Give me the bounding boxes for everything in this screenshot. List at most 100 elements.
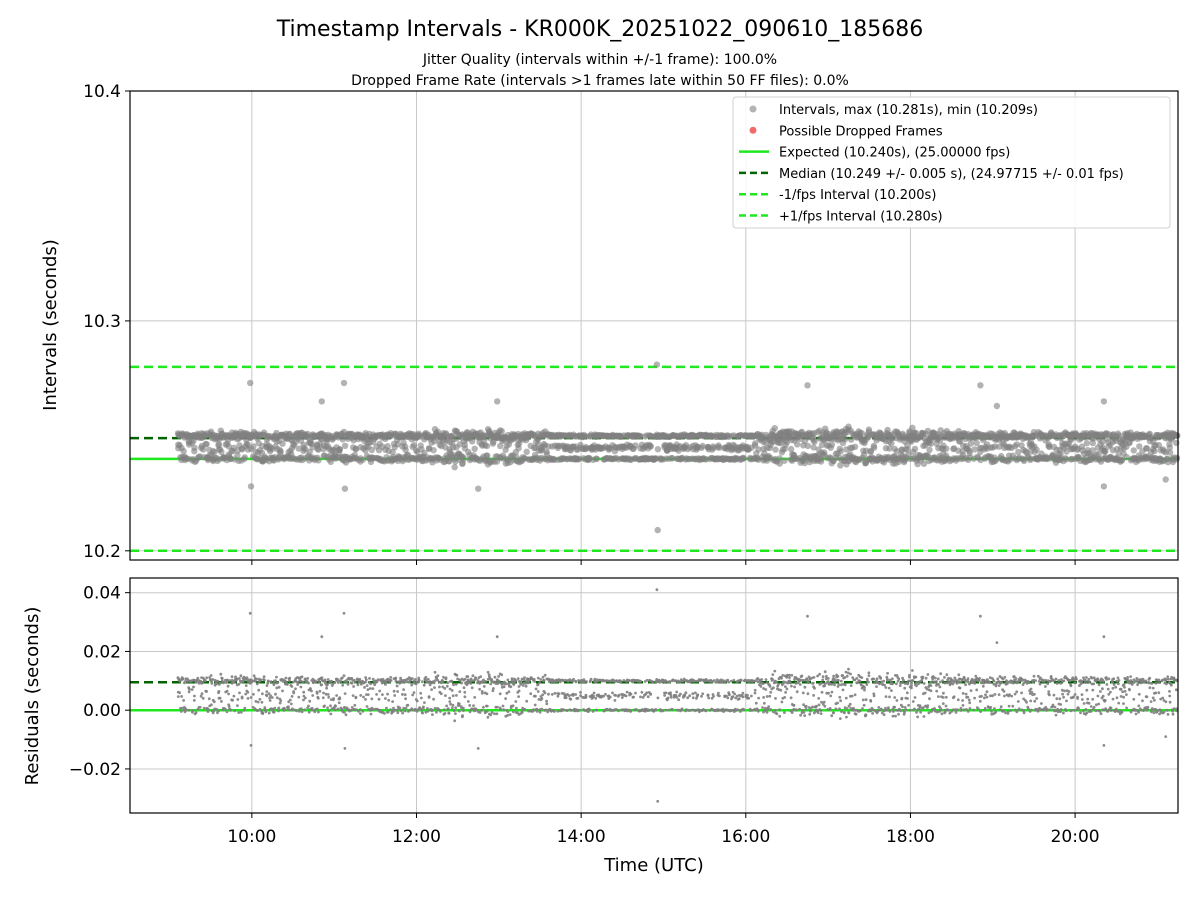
residual-point bbox=[821, 675, 825, 679]
residual-point bbox=[862, 703, 866, 707]
residual-point bbox=[220, 677, 224, 680]
residual-point bbox=[865, 683, 869, 686]
intervals-panel: 10.210.310.4 Intervals (seconds) Interva… bbox=[40, 82, 1181, 565]
residual-point bbox=[337, 701, 341, 705]
residual-point bbox=[1063, 689, 1066, 693]
residual-point bbox=[696, 693, 699, 697]
residual-point bbox=[664, 708, 668, 712]
residual-point bbox=[789, 696, 793, 700]
residual-point bbox=[882, 679, 886, 683]
residual-point bbox=[787, 673, 791, 677]
residual-point bbox=[411, 677, 414, 680]
residual-point bbox=[225, 710, 229, 714]
residual-point bbox=[872, 694, 876, 698]
residual-point bbox=[911, 679, 915, 682]
residual-point bbox=[883, 683, 886, 687]
residual-point bbox=[780, 700, 784, 704]
residual-point bbox=[364, 678, 368, 682]
interval-point bbox=[431, 438, 438, 445]
interval-point bbox=[842, 435, 849, 443]
interval-point bbox=[384, 443, 391, 450]
residual-point bbox=[252, 692, 255, 696]
residual-point bbox=[194, 711, 198, 715]
residual-point bbox=[485, 704, 489, 708]
residual-point bbox=[871, 712, 874, 715]
residual-point bbox=[777, 683, 780, 686]
residual-point bbox=[542, 679, 546, 682]
residual-point bbox=[447, 711, 451, 715]
residual-point bbox=[318, 689, 322, 693]
residual-point bbox=[984, 693, 987, 697]
interval-point bbox=[341, 442, 349, 449]
residual-point bbox=[812, 694, 815, 697]
residual-point bbox=[821, 678, 825, 682]
residual-point bbox=[223, 707, 227, 711]
interval-point bbox=[716, 444, 723, 451]
residual-point bbox=[619, 680, 623, 683]
residual-point bbox=[301, 680, 305, 684]
residual-point bbox=[790, 673, 794, 677]
residual-point bbox=[343, 692, 347, 695]
residual-point bbox=[217, 690, 221, 693]
residual-point bbox=[453, 719, 457, 723]
interval-point bbox=[870, 444, 878, 451]
residual-point bbox=[980, 694, 983, 698]
residual-point bbox=[717, 691, 720, 695]
residual-point bbox=[420, 696, 423, 700]
residual-point bbox=[349, 709, 353, 712]
residual-point bbox=[290, 695, 294, 698]
residual-point bbox=[893, 705, 896, 709]
residual-point bbox=[1025, 700, 1028, 704]
residual-point bbox=[430, 688, 433, 691]
residual-point bbox=[474, 677, 478, 680]
residual-point bbox=[267, 711, 271, 715]
residual-point bbox=[392, 689, 396, 693]
residual-point bbox=[684, 691, 688, 695]
residual-point bbox=[346, 683, 350, 686]
residual-point bbox=[838, 707, 841, 711]
residual-point bbox=[919, 710, 922, 714]
residual-point bbox=[899, 709, 903, 713]
residual-point bbox=[264, 710, 268, 714]
residual-point bbox=[757, 709, 760, 713]
residual-point bbox=[906, 697, 909, 700]
residual-point bbox=[470, 686, 474, 690]
residual-point bbox=[864, 713, 868, 716]
interval-point bbox=[787, 445, 795, 453]
residual-point bbox=[688, 694, 692, 698]
residual-point bbox=[1052, 693, 1056, 697]
residual-point bbox=[1011, 704, 1015, 708]
residual-point bbox=[288, 679, 291, 683]
residual-point bbox=[455, 673, 459, 677]
residual-point bbox=[567, 694, 571, 698]
residual-point bbox=[822, 700, 826, 704]
residual-point bbox=[445, 704, 448, 708]
interval-point bbox=[851, 443, 859, 450]
residual-point bbox=[832, 674, 836, 678]
residual-point bbox=[754, 701, 758, 705]
chart-subtitle-jitter: Jitter Quality (intervals within +/-1 fr… bbox=[422, 52, 777, 68]
interval-point bbox=[776, 455, 783, 462]
residual-point bbox=[270, 696, 274, 699]
residual-point bbox=[961, 699, 964, 702]
residual-point bbox=[741, 691, 745, 695]
residual-point bbox=[1054, 677, 1058, 681]
residual-point bbox=[820, 690, 824, 694]
residual-point bbox=[614, 694, 618, 697]
residual-point bbox=[505, 682, 508, 686]
residual-point bbox=[861, 698, 865, 702]
interval-point bbox=[1174, 432, 1181, 440]
residual-point bbox=[829, 694, 833, 698]
residual-point bbox=[1047, 690, 1051, 693]
residual-point bbox=[423, 701, 426, 704]
residual-point bbox=[913, 696, 917, 699]
residual-point bbox=[284, 676, 288, 680]
residual-point bbox=[826, 677, 830, 680]
residual-point bbox=[841, 688, 845, 692]
residual-point bbox=[272, 683, 276, 687]
residual-point bbox=[771, 677, 774, 681]
residual-point bbox=[218, 696, 222, 700]
residual-point bbox=[988, 681, 992, 684]
residual-point bbox=[354, 695, 358, 699]
legend-marker-intervals bbox=[749, 105, 757, 113]
